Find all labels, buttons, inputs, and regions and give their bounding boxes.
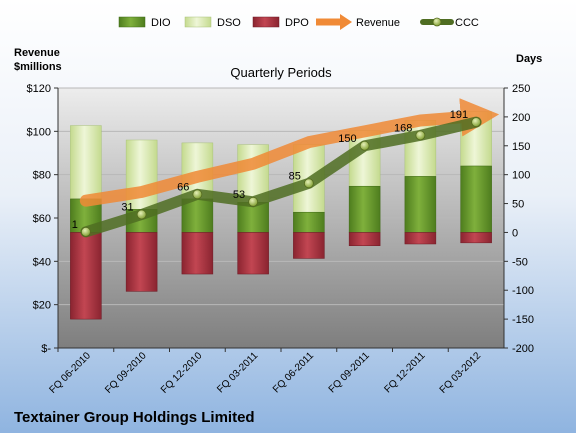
bar-dpo-fq-09-2010	[125, 232, 158, 292]
legend: DIO DSO DPO Revenue CCC	[118, 14, 479, 30]
bar-dpo-fq-03-2011	[237, 232, 269, 275]
right-axis-title: Days	[516, 53, 542, 65]
data-label-ccc-fq-03-2012: 191	[450, 109, 468, 121]
right-tick-label: -100	[512, 285, 534, 297]
data-label-ccc-fq-09-2011: 150	[338, 133, 356, 145]
right-tick-label: 150	[512, 141, 530, 153]
bars	[70, 111, 492, 320]
left-tick-label: $80	[33, 170, 51, 182]
data-label-ccc-fq-06-2011: 85	[289, 170, 301, 182]
lines	[79, 98, 500, 238]
legend-item-ccc: CCC	[420, 17, 479, 29]
legend-label-dio: DIO	[151, 17, 171, 29]
point-ccc-fq-09-2011	[359, 140, 370, 151]
left-axis-title-line1: Revenue	[14, 47, 60, 59]
left-tick-label: $120	[27, 83, 51, 95]
point-ccc-fq-12-2010	[192, 189, 203, 200]
point-ccc-fq-06-2010	[80, 226, 91, 237]
legend-arrow-revenue	[340, 14, 352, 30]
data-label-ccc-fq-03-2011: 53	[233, 189, 245, 201]
line-ccc	[80, 116, 482, 238]
legend-label-ccc: CCC	[455, 17, 479, 29]
right-tick-label: -150	[512, 314, 534, 326]
right-tick-label: 0	[512, 227, 518, 239]
right-tick-label: -50	[512, 256, 528, 268]
data-label-ccc-fq-12-2010: 66	[177, 181, 189, 193]
legend-item-dio: DIO	[118, 16, 171, 29]
left-tick-label: $60	[33, 213, 51, 225]
data-label-ccc-fq-06-2010: 1	[72, 219, 78, 231]
legend-label-dpo: DPO	[285, 17, 309, 29]
right-tick-label: 100	[512, 170, 530, 182]
bar-dpo-fq-06-2011	[293, 232, 325, 259]
point-ccc-fq-12-2011	[415, 130, 426, 141]
left-axis-title-line2: $millions	[14, 61, 62, 73]
left-tick-label: $-	[41, 343, 51, 355]
point-ccc-fq-03-2012	[471, 117, 482, 127]
bar-dio-fq-09-2011	[348, 185, 381, 233]
right-tick-label: 200	[512, 112, 530, 124]
left-tick-label: $100	[27, 126, 51, 138]
bar-dpo-fq-12-2010	[181, 232, 214, 275]
bar-dpo-fq-06-2010	[70, 232, 102, 320]
legend-item-dso: DSO	[184, 16, 241, 29]
bar-dio-fq-06-2011	[293, 211, 325, 233]
legend-swatch-dso	[184, 16, 212, 28]
legend-swatch-dpo	[252, 16, 280, 28]
data-label-ccc-fq-12-2011: 168	[394, 122, 412, 134]
right-tick-label: -200	[512, 343, 534, 355]
point-ccc-fq-06-2011	[303, 178, 314, 189]
bar-dpo-fq-03-2012	[460, 232, 492, 244]
chart-title: Quarterly Periods	[230, 65, 332, 80]
company-title: Textainer Group Holdings Limited	[14, 409, 255, 426]
point-ccc-fq-03-2011	[248, 196, 259, 207]
legend-label-revenue: Revenue	[356, 17, 400, 29]
legend-dot-ccc	[432, 17, 442, 27]
line-revenue	[79, 98, 500, 207]
legend-item-revenue: Revenue	[316, 14, 400, 30]
bar-dio-fq-03-2012	[460, 165, 492, 233]
point-ccc-fq-09-2010	[136, 209, 147, 220]
bar-dpo-fq-09-2011	[348, 232, 381, 246]
left-tick-label: $40	[33, 256, 51, 268]
legend-swatch-dio	[118, 16, 146, 28]
data-labels: 1 31 66 53 85 150 168 191	[72, 109, 468, 231]
bar-dio-fq-03-2011	[237, 202, 269, 233]
legend-label-dso: DSO	[217, 17, 241, 29]
data-label-ccc-fq-09-2010: 31	[121, 202, 133, 214]
right-tick-label: 250	[512, 83, 530, 95]
bar-dio-fq-12-2011	[404, 176, 437, 233]
legend-item-dpo: DPO	[252, 16, 309, 29]
bar-dso-fq-06-2010	[70, 125, 102, 200]
left-tick-label: $20	[33, 300, 51, 312]
right-tick-label: 50	[512, 199, 524, 211]
bar-dpo-fq-12-2011	[404, 232, 437, 245]
